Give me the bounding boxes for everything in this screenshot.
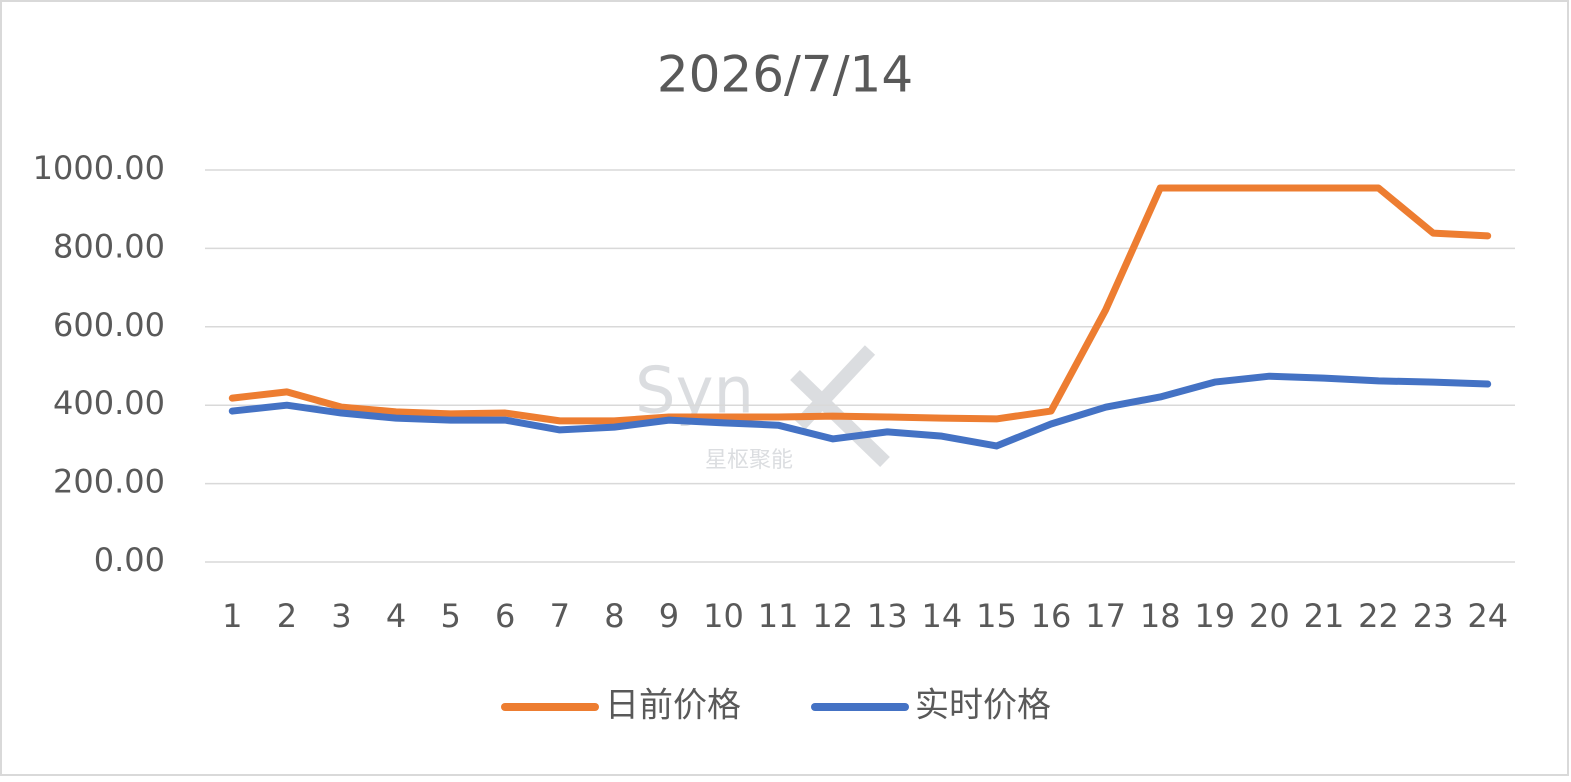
x-tick-label: 5 bbox=[440, 597, 460, 635]
y-tick-label: 1000.00 bbox=[33, 149, 165, 187]
x-tick-label: 12 bbox=[812, 597, 853, 635]
x-tick-label: 23 bbox=[1413, 597, 1454, 635]
x-tick-label: 15 bbox=[976, 597, 1017, 635]
grid bbox=[205, 169, 1515, 563]
x-tick-label: 3 bbox=[331, 597, 351, 635]
x-tick-label: 18 bbox=[1140, 597, 1181, 635]
y-tick-label: 0.00 bbox=[94, 541, 165, 579]
x-tick-label: 17 bbox=[1085, 597, 1126, 635]
y-tick-label: 200.00 bbox=[53, 463, 165, 501]
x-tick-label: 2 bbox=[277, 597, 297, 635]
y-tick-label: 800.00 bbox=[53, 227, 165, 265]
series-line bbox=[228, 184, 1492, 425]
legend-label: 实时价格 bbox=[915, 686, 1051, 726]
y-tick-label: 400.00 bbox=[53, 384, 165, 422]
x-tick-label: 14 bbox=[922, 597, 963, 635]
chart-title: 2026/7/14 bbox=[657, 46, 913, 104]
x-tick-label: 20 bbox=[1249, 597, 1290, 635]
x-tick-label: 7 bbox=[550, 597, 570, 635]
x-tick-label: 21 bbox=[1304, 597, 1345, 635]
x-tick-label: 6 bbox=[495, 597, 515, 635]
x-tick-label: 9 bbox=[659, 597, 679, 635]
series-line bbox=[228, 372, 1492, 450]
x-tick-label: 4 bbox=[386, 597, 406, 635]
watermark-shape bbox=[794, 345, 876, 430]
x-tick-label: 10 bbox=[703, 597, 744, 635]
x-tick-label: 8 bbox=[604, 597, 624, 635]
x-tick-label: 13 bbox=[867, 597, 908, 635]
watermark-subtitle: 星枢聚能 bbox=[705, 448, 793, 473]
y-tick-label: 600.00 bbox=[53, 306, 165, 344]
x-tick-label: 16 bbox=[1031, 597, 1072, 635]
x-tick-label: 19 bbox=[1194, 597, 1235, 635]
x-tick-label: 22 bbox=[1358, 597, 1399, 635]
legend-label: 日前价格 bbox=[605, 686, 741, 726]
x-tick-label: 24 bbox=[1467, 597, 1508, 635]
x-tick-label: 11 bbox=[758, 597, 799, 635]
x-tick-label: 1 bbox=[222, 597, 242, 635]
